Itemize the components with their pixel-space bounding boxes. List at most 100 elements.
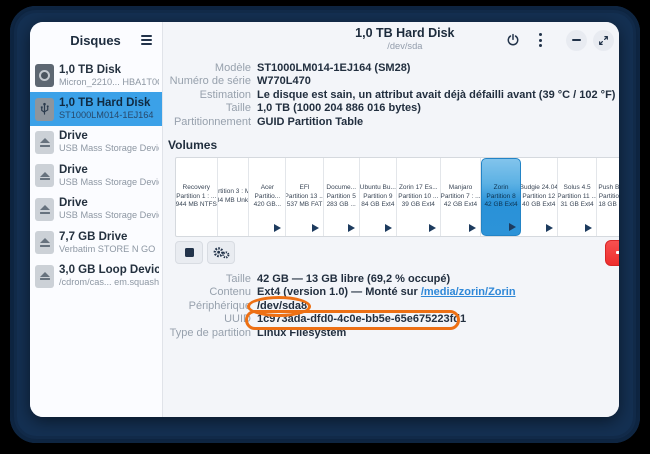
- partition-line: 283 GB ...: [326, 201, 356, 209]
- power-button[interactable]: [502, 29, 524, 51]
- sidebar-item-drive-2[interactable]: Drive USB Mass Storage Device: [30, 159, 162, 192]
- disk-subtitle: USB Mass Storage Device: [59, 176, 159, 187]
- minimize-icon: [571, 39, 581, 41]
- main-pane: 1,0 TB Hard Disk /dev/sda: [163, 22, 619, 417]
- disk-list: 1,0 TB Disk Micron_2210... HBA1T0QFD 1,0…: [30, 58, 162, 417]
- partition-line: Solus 4.5: [563, 184, 591, 192]
- partition-efi[interactable]: EFI Partition 13 ... 537 MB FAT: [286, 158, 324, 237]
- info-row-volume-taille: Taille 42 GB — 13 GB libre (69,2 % occup…: [163, 273, 619, 286]
- disk-subtitle: ST1000LM014-1EJ164: [59, 110, 154, 121]
- mounted-play-icon: [508, 223, 516, 232]
- partition-line: 31 GB Ext4: [560, 201, 594, 209]
- info-label: Périphérique: [188, 299, 251, 312]
- volume-info: Taille 42 GB — 13 GB libre (69,2 % occup…: [163, 266, 619, 340]
- partition-ubuntu-budgie[interactable]: Ubuntu Bu... Partition 9 84 GB Ext4: [360, 158, 397, 237]
- mounted-play-icon: [428, 224, 436, 233]
- disk-title: 1,0 TB Hard Disk: [59, 97, 151, 110]
- mounted-play-icon: [469, 224, 477, 233]
- volume-toolbar: [175, 239, 619, 266]
- partition-line: Manjaro: [448, 184, 473, 192]
- info-value: 42 GB — 13 GB libre (69,2 % occupé): [257, 273, 451, 286]
- hamburger-menu-icon[interactable]: [137, 31, 155, 49]
- partition-documents[interactable]: Docume... Partition 5 283 GB ...: [324, 158, 360, 237]
- partition-line: 84 GB Ext4: [361, 201, 395, 209]
- device-path-value: /dev/sda8: [257, 299, 308, 312]
- stop-icon: [184, 248, 194, 258]
- unmount-button[interactable]: [175, 241, 203, 265]
- header-bar: 1,0 TB Hard Disk /dev/sda: [163, 22, 619, 58]
- partition-line: Partition 7 : ...: [440, 192, 481, 200]
- sidebar-item-drive-1[interactable]: Drive USB Mass Storage Device: [30, 126, 162, 159]
- info-row-partitionnement: Partitionnement GUID Partition Table: [163, 116, 619, 129]
- info-label: Modèle: [214, 62, 251, 74]
- partition-line: 42 GB Ext4: [443, 201, 478, 209]
- partition-line: 18 GB NTFS: [598, 201, 619, 209]
- disk-title: 7,7 GB Drive: [59, 230, 128, 243]
- info-value: ST1000LM014-1EJ164 (SM28): [257, 62, 411, 74]
- partition-line: 40 GB Ext4: [522, 201, 556, 209]
- partition-manjaro[interactable]: Manjaro Partition 7 : ... 42 GB Ext4: [440, 158, 482, 237]
- partition-recovery[interactable]: Recovery Partition 1 : ... 944 MB NTFS: [176, 158, 218, 237]
- hard-disk-icon: [35, 64, 54, 88]
- info-row-peripherique: Périphérique /dev/sda8: [163, 295, 619, 317]
- info-label: Estimation: [199, 88, 251, 101]
- partition-line: EFI: [299, 184, 310, 192]
- disk-subtitle: Verbatim STORE N GO: [59, 243, 156, 254]
- gnome-disks-window: Disques 1,0 TB Disk Micron_2210... HBA1T…: [30, 22, 619, 417]
- info-row-contenu: Contenu Ext4 (version 1.0) — Monté sur /…: [163, 286, 619, 299]
- maximize-icon: [598, 35, 608, 45]
- eject-icon: [35, 231, 54, 255]
- sidebar-item-1tb-hard-disk[interactable]: 1,0 TB Hard Disk ST1000LM014-1EJ164: [30, 92, 162, 126]
- partition-line: 537 MB FAT: [286, 201, 323, 209]
- content-text: Ext4 (version 1.0) — Monté sur: [257, 286, 421, 299]
- partition-line: 420 GB...: [253, 201, 282, 209]
- info-label: Type de partition: [169, 326, 251, 339]
- partition-settings-button[interactable]: [207, 241, 235, 265]
- partition-zorin-17[interactable]: Zorin 17 Es... Partition 10 ... 39 GB Ex…: [397, 158, 441, 237]
- info-row-taille: Taille 1,0 TB (1000 204 886 016 bytes): [163, 102, 619, 115]
- info-label: Numéro de série: [169, 75, 251, 88]
- sidebar-item-loop-device[interactable]: 3,0 GB Loop Device /cdrom/cas... em.squa…: [30, 259, 162, 292]
- mounted-play-icon: [545, 224, 553, 233]
- minimize-button[interactable]: [565, 29, 587, 51]
- info-row-uuid: UUID 1c973ada-dfd0-4c0e-bb5e-65e675223fd…: [163, 309, 619, 330]
- partition-3[interactable]: Partition 3 : M... 134 MB Unk...: [218, 158, 250, 237]
- sidebar-item-drive-3[interactable]: Drive USB Mass Storage Device: [30, 193, 162, 226]
- menu-button[interactable]: [530, 29, 552, 51]
- maximize-button[interactable]: [592, 29, 614, 51]
- partition-line: Partition 11 ...: [557, 192, 597, 200]
- mount-point-link[interactable]: /media/zorin/Zorin: [420, 286, 516, 299]
- sidebar: Disques 1,0 TB Disk Micron_2210... HBA1T…: [30, 22, 163, 417]
- disk-title: 1,0 TB Disk: [59, 63, 121, 76]
- partition-budgie[interactable]: Budgie 24.04 Partition 12 40 GB Ext4: [520, 158, 558, 237]
- partition-solus[interactable]: Solus 4.5 Partition 11 ... 31 GB Ext4: [557, 158, 598, 237]
- partition-grid: Recovery Partition 1 : ... 944 MB NTFS P…: [175, 157, 619, 238]
- gears-icon: [213, 247, 230, 259]
- info-row-numero-serie: Numéro de série W770L470: [163, 75, 619, 88]
- partition-zorin[interactable]: Zorin Partition 8 42 GB Ext4: [481, 158, 521, 237]
- eject-icon: [35, 164, 54, 188]
- delete-partition-button[interactable]: [604, 239, 619, 266]
- sidebar-item-1tb-disk[interactable]: 1,0 TB Disk Micron_2210... HBA1T0QFD: [30, 59, 162, 92]
- info-label: Contenu: [209, 286, 251, 299]
- partition-line: Partition 10 ...: [398, 192, 439, 200]
- info-row-type-partition: Type de partition Linux Filesystem: [163, 327, 619, 340]
- partition-line: Budgie 24.04: [520, 184, 558, 192]
- disk-title: Drive: [59, 163, 88, 176]
- eject-icon: [35, 197, 54, 221]
- sidebar-item-7gb-drive[interactable]: 7,7 GB Drive Verbatim STORE N GO: [30, 226, 162, 259]
- info-row-estimation: Estimation Le disque est sain, un attrib…: [163, 89, 619, 102]
- partition-line: 134 MB Unk...: [218, 197, 249, 205]
- partition-acer[interactable]: Acer Partitio... 420 GB...: [249, 158, 287, 237]
- partition-line: Partition 3 : M...: [218, 188, 249, 196]
- mounted-play-icon: [384, 224, 392, 233]
- app-title: Disques: [70, 32, 121, 48]
- info-label: Taille: [225, 273, 251, 286]
- volumes-section-title: Volumes: [168, 138, 218, 153]
- partition-line: 39 GB Ext4: [401, 201, 435, 209]
- minus-icon: [615, 251, 619, 254]
- partition-line: Recovery: [182, 184, 210, 192]
- partition-line: Partition 12: [522, 192, 556, 200]
- partition-push-button[interactable]: Push Butto... Partition 6 ... 18 GB NTFS: [597, 158, 619, 236]
- eject-icon: [35, 130, 54, 154]
